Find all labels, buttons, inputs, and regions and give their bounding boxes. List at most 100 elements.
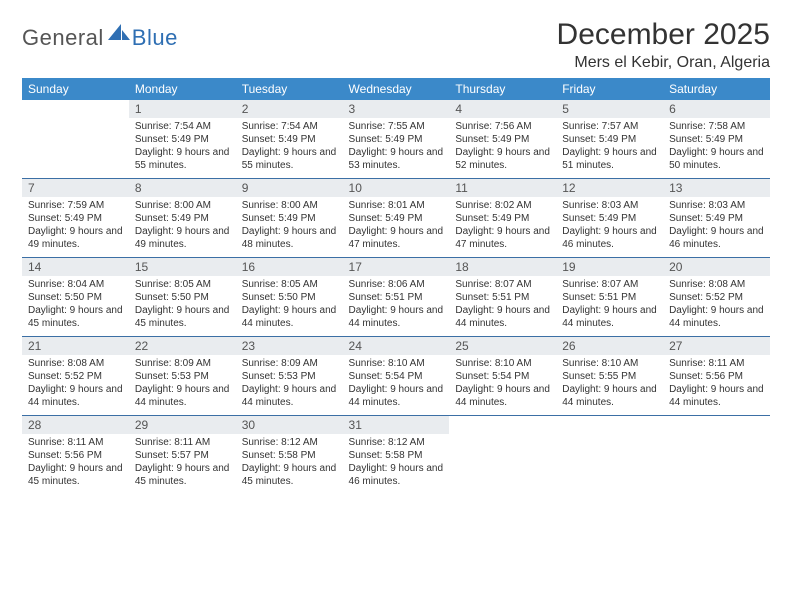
- calendar-day-cell: 24Sunrise: 8:10 AMSunset: 5:54 PMDayligh…: [343, 337, 450, 416]
- day-details: Sunrise: 8:03 AMSunset: 5:49 PMDaylight:…: [556, 197, 663, 257]
- sunset-line: Sunset: 5:49 PM: [135, 212, 230, 225]
- location-subtitle: Mers el Kebir, Oran, Algeria: [557, 54, 770, 72]
- day-details: Sunrise: 8:08 AMSunset: 5:52 PMDaylight:…: [22, 355, 129, 415]
- sunset-line: Sunset: 5:52 PM: [28, 370, 123, 383]
- weekday-header: Monday: [129, 78, 236, 100]
- calendar-day-cell: 5Sunrise: 7:57 AMSunset: 5:49 PMDaylight…: [556, 100, 663, 179]
- sunset-line: Sunset: 5:53 PM: [242, 370, 337, 383]
- sunrise-line: Sunrise: 8:01 AM: [349, 199, 444, 212]
- calendar-day-cell: 17Sunrise: 8:06 AMSunset: 5:51 PMDayligh…: [343, 258, 450, 337]
- brand-text-blue: Blue: [132, 25, 178, 51]
- sunrise-line: Sunrise: 8:02 AM: [455, 199, 550, 212]
- calendar-day-cell: 20Sunrise: 8:08 AMSunset: 5:52 PMDayligh…: [663, 258, 770, 337]
- sunset-line: Sunset: 5:49 PM: [28, 212, 123, 225]
- sunrise-line: Sunrise: 8:07 AM: [455, 278, 550, 291]
- calendar-day-cell: 0: [449, 416, 556, 495]
- daylight-line: Daylight: 9 hours and 44 minutes.: [349, 383, 444, 409]
- daylight-line: Daylight: 9 hours and 44 minutes.: [562, 304, 657, 330]
- day-details: Sunrise: 8:00 AMSunset: 5:49 PMDaylight:…: [236, 197, 343, 257]
- day-details: Sunrise: 8:00 AMSunset: 5:49 PMDaylight:…: [129, 197, 236, 257]
- day-number: 19: [556, 258, 663, 276]
- sunrise-line: Sunrise: 8:10 AM: [349, 357, 444, 370]
- day-number: 15: [129, 258, 236, 276]
- sunrise-line: Sunrise: 8:08 AM: [669, 278, 764, 291]
- daylight-line: Daylight: 9 hours and 44 minutes.: [455, 383, 550, 409]
- sunrise-line: Sunrise: 7:58 AM: [669, 120, 764, 133]
- day-details: Sunrise: 8:11 AMSunset: 5:56 PMDaylight:…: [22, 434, 129, 494]
- title-block: December 2025 Mers el Kebir, Oran, Alger…: [557, 18, 770, 72]
- day-number: 2: [236, 100, 343, 118]
- day-details: Sunrise: 8:05 AMSunset: 5:50 PMDaylight:…: [129, 276, 236, 336]
- daylight-line: Daylight: 9 hours and 44 minutes.: [28, 383, 123, 409]
- sunrise-line: Sunrise: 7:54 AM: [242, 120, 337, 133]
- calendar-day-cell: 11Sunrise: 8:02 AMSunset: 5:49 PMDayligh…: [449, 179, 556, 258]
- weekday-header: Friday: [556, 78, 663, 100]
- day-details: Sunrise: 8:07 AMSunset: 5:51 PMDaylight:…: [449, 276, 556, 336]
- day-details: Sunrise: 8:03 AMSunset: 5:49 PMDaylight:…: [663, 197, 770, 257]
- calendar-table: SundayMondayTuesdayWednesdayThursdayFrid…: [22, 78, 770, 494]
- day-number: 28: [22, 416, 129, 434]
- sunrise-line: Sunrise: 7:55 AM: [349, 120, 444, 133]
- daylight-line: Daylight: 9 hours and 53 minutes.: [349, 146, 444, 172]
- calendar-body: 0 1Sunrise: 7:54 AMSunset: 5:49 PMDaylig…: [22, 100, 770, 494]
- sunset-line: Sunset: 5:58 PM: [349, 449, 444, 462]
- sunrise-line: Sunrise: 8:03 AM: [562, 199, 657, 212]
- daylight-line: Daylight: 9 hours and 49 minutes.: [135, 225, 230, 251]
- daylight-line: Daylight: 9 hours and 51 minutes.: [562, 146, 657, 172]
- daylight-line: Daylight: 9 hours and 45 minutes.: [135, 304, 230, 330]
- day-details: Sunrise: 8:11 AMSunset: 5:57 PMDaylight:…: [129, 434, 236, 494]
- sunset-line: Sunset: 5:49 PM: [349, 133, 444, 146]
- weekday-header: Tuesday: [236, 78, 343, 100]
- day-number: 12: [556, 179, 663, 197]
- sunset-line: Sunset: 5:49 PM: [562, 212, 657, 225]
- calendar-day-cell: 30Sunrise: 8:12 AMSunset: 5:58 PMDayligh…: [236, 416, 343, 495]
- day-details: Sunrise: 7:54 AMSunset: 5:49 PMDaylight:…: [129, 118, 236, 178]
- weekday-header-row: SundayMondayTuesdayWednesdayThursdayFrid…: [22, 78, 770, 100]
- daylight-line: Daylight: 9 hours and 45 minutes.: [135, 462, 230, 488]
- day-number: 11: [449, 179, 556, 197]
- weekday-header: Thursday: [449, 78, 556, 100]
- calendar-day-cell: 27Sunrise: 8:11 AMSunset: 5:56 PMDayligh…: [663, 337, 770, 416]
- sunrise-line: Sunrise: 8:05 AM: [135, 278, 230, 291]
- calendar-day-cell: 15Sunrise: 8:05 AMSunset: 5:50 PMDayligh…: [129, 258, 236, 337]
- sunrise-line: Sunrise: 8:10 AM: [562, 357, 657, 370]
- calendar-day-cell: 31Sunrise: 8:12 AMSunset: 5:58 PMDayligh…: [343, 416, 450, 495]
- weekday-header: Wednesday: [343, 78, 450, 100]
- sunset-line: Sunset: 5:56 PM: [669, 370, 764, 383]
- day-number: 25: [449, 337, 556, 355]
- calendar-page: General Blue December 2025 Mers el Kebir…: [0, 0, 792, 494]
- day-details: Sunrise: 8:12 AMSunset: 5:58 PMDaylight:…: [343, 434, 450, 494]
- sunrise-line: Sunrise: 8:10 AM: [455, 357, 550, 370]
- daylight-line: Daylight: 9 hours and 52 minutes.: [455, 146, 550, 172]
- calendar-day-cell: 22Sunrise: 8:09 AMSunset: 5:53 PMDayligh…: [129, 337, 236, 416]
- day-number: 20: [663, 258, 770, 276]
- calendar-day-cell: 26Sunrise: 8:10 AMSunset: 5:55 PMDayligh…: [556, 337, 663, 416]
- brand-sail-icon: [108, 24, 130, 47]
- day-number: 14: [22, 258, 129, 276]
- daylight-line: Daylight: 9 hours and 47 minutes.: [455, 225, 550, 251]
- sunset-line: Sunset: 5:51 PM: [349, 291, 444, 304]
- day-details: Sunrise: 7:56 AMSunset: 5:49 PMDaylight:…: [449, 118, 556, 178]
- daylight-line: Daylight: 9 hours and 48 minutes.: [242, 225, 337, 251]
- brand-logo: General Blue: [22, 18, 178, 51]
- daylight-line: Daylight: 9 hours and 50 minutes.: [669, 146, 764, 172]
- day-number: 4: [449, 100, 556, 118]
- sunset-line: Sunset: 5:54 PM: [455, 370, 550, 383]
- calendar-day-cell: 7Sunrise: 7:59 AMSunset: 5:49 PMDaylight…: [22, 179, 129, 258]
- day-number: 10: [343, 179, 450, 197]
- day-number: 24: [343, 337, 450, 355]
- day-number: 26: [556, 337, 663, 355]
- calendar-week-row: 0 1Sunrise: 7:54 AMSunset: 5:49 PMDaylig…: [22, 100, 770, 179]
- sunrise-line: Sunrise: 7:54 AM: [135, 120, 230, 133]
- day-details: Sunrise: 7:55 AMSunset: 5:49 PMDaylight:…: [343, 118, 450, 178]
- calendar-week-row: 28Sunrise: 8:11 AMSunset: 5:56 PMDayligh…: [22, 416, 770, 495]
- month-year-title: December 2025: [557, 18, 770, 52]
- sunrise-line: Sunrise: 8:09 AM: [242, 357, 337, 370]
- calendar-day-cell: 9Sunrise: 8:00 AMSunset: 5:49 PMDaylight…: [236, 179, 343, 258]
- sunrise-line: Sunrise: 8:12 AM: [349, 436, 444, 449]
- sunrise-line: Sunrise: 8:04 AM: [28, 278, 123, 291]
- day-details: Sunrise: 8:10 AMSunset: 5:54 PMDaylight:…: [449, 355, 556, 415]
- day-details: Sunrise: 8:12 AMSunset: 5:58 PMDaylight:…: [236, 434, 343, 494]
- day-details: Sunrise: 8:11 AMSunset: 5:56 PMDaylight:…: [663, 355, 770, 415]
- day-number: 7: [22, 179, 129, 197]
